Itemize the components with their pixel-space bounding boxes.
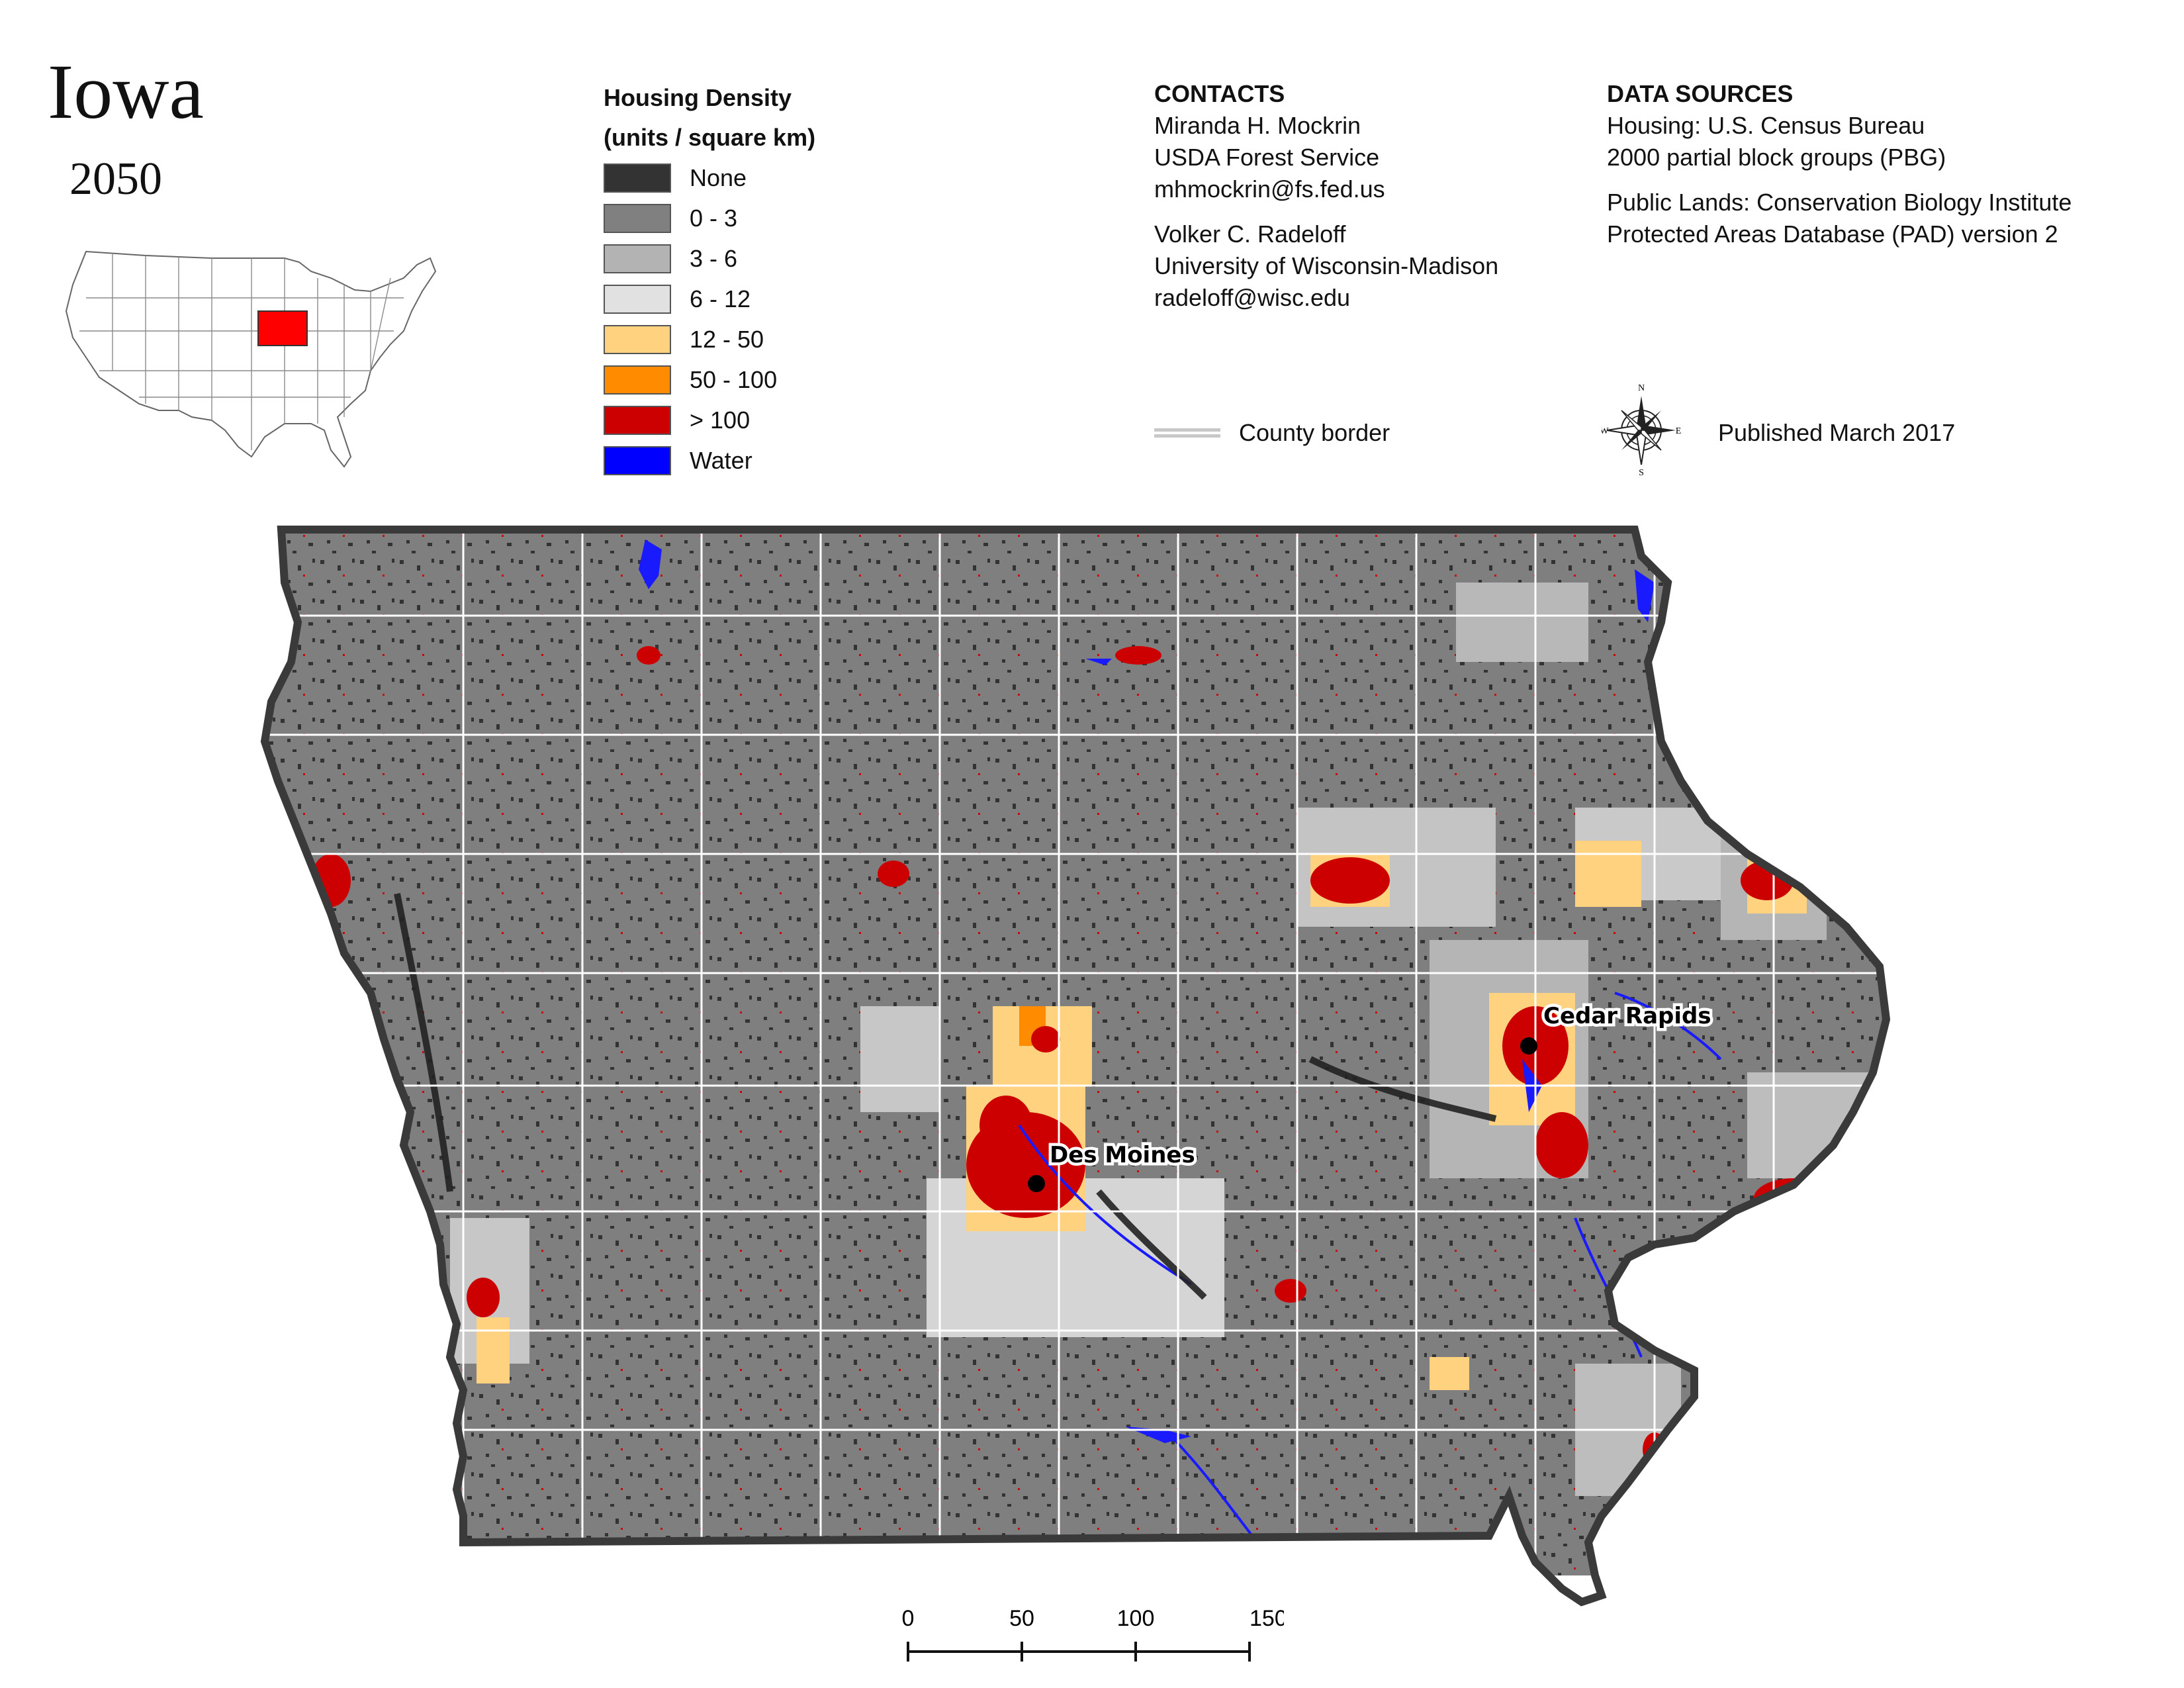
contact1-email: mhmockrin@fs.fed.us xyxy=(1154,175,1385,203)
compass-e: E xyxy=(1676,426,1681,436)
legend-swatch xyxy=(604,203,671,233)
legend-swatch xyxy=(604,163,671,193)
contact2-org: University of Wisconsin-Madison xyxy=(1154,252,1499,279)
legend-label: 50 - 100 xyxy=(690,365,778,393)
legend-label: 0 - 3 xyxy=(690,204,738,232)
map-title: Iowa xyxy=(48,48,204,135)
data-sources-block: DATA SOURCES Housing: U.S. Census Bureau… xyxy=(1607,78,2071,250)
map-year: 2050 xyxy=(69,154,162,205)
contact1-name: Miranda H. Mockrin xyxy=(1154,112,1361,139)
legend-item: > 100 xyxy=(604,400,815,440)
legend-label: > 100 xyxy=(690,406,751,434)
housing-source-line2: 2000 partial block groups (PBG) xyxy=(1607,144,1946,171)
county-border-swatch xyxy=(1154,428,1220,438)
scale-tick-0: 0 xyxy=(902,1606,915,1631)
us-outline xyxy=(65,250,437,468)
contact2-email: radeloff@wisc.edu xyxy=(1154,284,1351,311)
county-border-key: County border xyxy=(1154,419,1390,447)
scale-tick-150: 150 km xyxy=(1250,1606,1284,1631)
legend: Housing Density (units / square km) None… xyxy=(604,78,815,481)
legend-item: 0 - 3 xyxy=(604,198,815,238)
river-corridors xyxy=(394,893,1497,1300)
legend-swatch xyxy=(604,284,671,314)
north-arrow-compass-icon: N S E W xyxy=(1602,384,1681,477)
legend-subtitle: (units / square km) xyxy=(604,124,816,151)
legend-swatch xyxy=(604,324,671,354)
city-label-cedar-rapids: Cedar Rapids xyxy=(1543,1003,1711,1029)
contacts-block: CONTACTS Miranda H. Mockrin USDA Forest … xyxy=(1154,78,1498,314)
des-moines-marker xyxy=(1028,1175,1045,1192)
legend-item: 12 - 50 xyxy=(604,319,815,359)
data-sources-heading: DATA SOURCES xyxy=(1607,80,1794,107)
legend-label: None xyxy=(690,164,747,191)
legend-item: Water xyxy=(604,440,815,481)
contacts-heading: CONTACTS xyxy=(1154,80,1285,107)
lands-source-line2: Protected Areas Database (PAD) version 2 xyxy=(1607,220,2058,248)
compass-w: W xyxy=(1602,426,1609,436)
legend-swatch xyxy=(604,405,671,435)
scale-tick-50: 50 xyxy=(1009,1606,1034,1631)
legend-title: Housing Density xyxy=(604,84,792,111)
published-date: Published March 2017 xyxy=(1718,419,1956,446)
legend-swatch xyxy=(604,244,671,273)
compass-s: S xyxy=(1639,468,1644,477)
legend-swatch xyxy=(604,445,671,475)
iowa-highlight xyxy=(257,310,308,346)
contact2-name: Volker C. Radeloff xyxy=(1154,220,1346,248)
legend-label: 6 - 12 xyxy=(690,285,751,312)
legend-label: 12 - 50 xyxy=(690,325,764,353)
city-label-des-moines: Des Moines xyxy=(1050,1142,1195,1168)
legend-item: 3 - 6 xyxy=(604,238,815,279)
cedar-rapids-marker xyxy=(1520,1037,1537,1055)
legend-item: 50 - 100 xyxy=(604,359,815,400)
compass-n: N xyxy=(1638,384,1645,393)
legend-label: Water xyxy=(690,446,752,474)
legend-label: 3 - 6 xyxy=(690,244,738,272)
legend-item: 6 - 12 xyxy=(604,279,815,319)
contact1-org: USDA Forest Service xyxy=(1154,144,1380,171)
housing-source-line1: Housing: U.S. Census Bureau xyxy=(1607,112,1925,139)
us-inset-map xyxy=(65,250,437,468)
legend-swatch xyxy=(604,365,671,395)
county-border-label: County border xyxy=(1239,419,1390,446)
legend-items: None 0 - 3 3 - 6 6 - 12 12 - 50 50 - 100 > 100… xyxy=(604,158,815,481)
lands-source-line1: Public Lands: Conservation Biology Insti… xyxy=(1607,189,2072,216)
scale-bar: 0 50 100 150 km xyxy=(902,1606,1284,1662)
legend-item: None xyxy=(604,158,815,198)
scale-tick-100: 100 xyxy=(1117,1606,1155,1631)
